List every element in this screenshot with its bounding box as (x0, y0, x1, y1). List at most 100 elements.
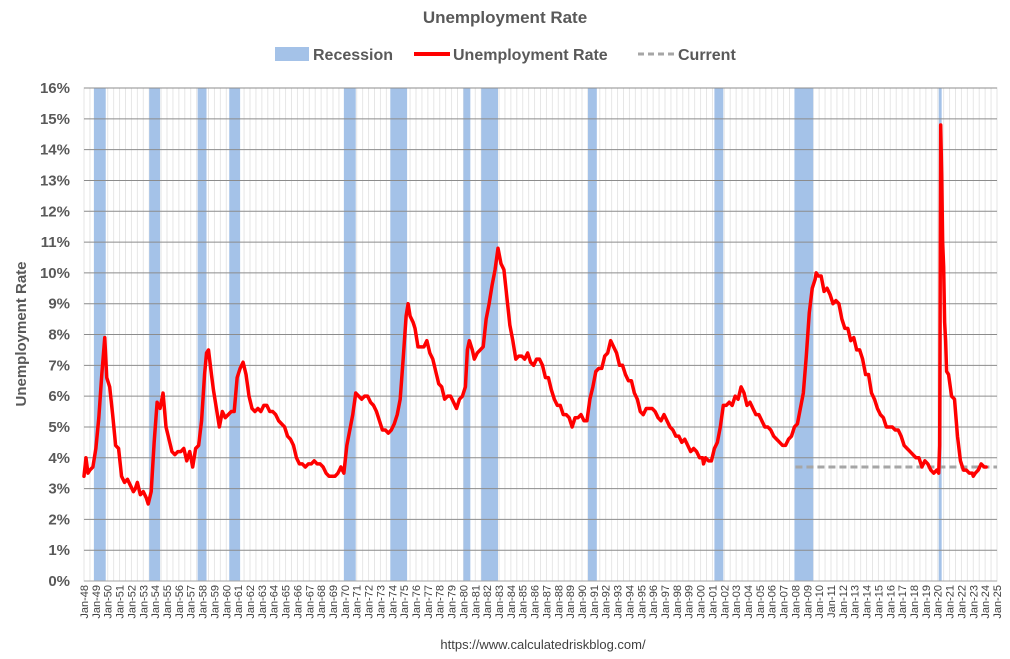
x-tick-label: Jan-65 (281, 585, 293, 619)
x-tick-label: Jan-95 (636, 585, 648, 619)
x-tick-label: Jan-56 (174, 585, 186, 619)
x-tick-label: Jan-84 (506, 585, 518, 619)
x-tick-label: Jan-72 (364, 585, 376, 619)
x-tick-label: Jan-71 (352, 585, 364, 619)
x-tick-label: Jan-69 (328, 585, 340, 619)
x-tick-label: Jan-66 (292, 585, 304, 619)
x-tick-label: Jan-60 (221, 585, 233, 619)
x-tick-label: Jan-90 (577, 585, 589, 619)
x-tick-label: Jan-76 (411, 585, 423, 619)
legend-current-label: Current (678, 47, 736, 64)
x-tick-label: Jan-62 (245, 585, 257, 619)
x-tick-label: Jan-24 (980, 585, 992, 619)
x-tick-label: Jan-11 (826, 585, 838, 618)
y-tick-label: 16% (40, 80, 70, 97)
x-tick-label: Jan-53 (138, 585, 150, 619)
x-tick-label: Jan-19 (921, 585, 933, 619)
x-tick-label: Jan-18 (909, 585, 921, 619)
x-tick-label: Jan-57 (186, 585, 198, 619)
x-tick-label: Jan-91 (589, 585, 601, 619)
x-tick-label: Jan-73 (375, 585, 387, 619)
y-tick-label: 3% (48, 481, 70, 498)
x-tick-label: Jan-12 (838, 585, 850, 619)
x-tick-label: Jan-20 (933, 585, 945, 619)
x-tick-label: Jan-14 (862, 585, 874, 619)
x-tick-label: Jan-48 (79, 585, 91, 619)
y-tick-label: 0% (48, 573, 70, 590)
y-tick-label: 10% (40, 265, 70, 282)
x-tick-label: Jan-10 (814, 585, 826, 619)
y-tick-label: 12% (40, 203, 70, 220)
x-tick-label: Jan-03 (731, 585, 743, 619)
x-tick-label: Jan-08 (790, 585, 802, 619)
x-tick-label: Jan-81 (470, 585, 482, 619)
x-tick-label: Jan-59 (209, 585, 221, 619)
x-tick-label: Jan-23 (968, 585, 980, 619)
y-tick-label: 13% (40, 172, 70, 189)
x-tick-label: Jan-78 (435, 585, 447, 619)
x-tick-label: Jan-86 (530, 585, 542, 619)
x-tick-label: Jan-80 (458, 585, 470, 619)
x-tick-label: Jan-99 (684, 585, 696, 619)
x-tick-label: Jan-85 (518, 585, 530, 619)
y-tick-label: 1% (48, 542, 70, 559)
x-tick-label: Jan-16 (885, 585, 897, 619)
x-tick-label: Jan-04 (743, 585, 755, 619)
x-tick-label: Jan-02 (719, 585, 731, 619)
y-tick-label: 9% (48, 296, 70, 313)
x-tick-label: Jan-52 (126, 585, 138, 619)
x-tick-label: Jan-88 (553, 585, 565, 619)
y-tick-label: 11% (41, 234, 70, 251)
x-tick-label: Jan-98 (672, 585, 684, 619)
x-tick-label: Jan-07 (779, 585, 791, 619)
source-url: https://www.calculatedriskblog.com/ (440, 637, 646, 652)
x-tick-label: Jan-96 (648, 585, 660, 619)
x-tick-label: Jan-54 (150, 585, 162, 619)
x-tick-label: Jan-01 (707, 585, 719, 619)
y-tick-label: 6% (48, 388, 70, 405)
y-tick-label: 5% (48, 419, 70, 436)
x-tick-label: Jan-55 (162, 585, 174, 619)
x-tick-label: Jan-49 (91, 585, 103, 619)
legend-recession-swatch (275, 47, 309, 61)
x-tick-label: Jan-22 (956, 585, 968, 619)
x-tick-label: Jan-93 (613, 585, 625, 619)
x-tick-label: Jan-87 (541, 585, 553, 619)
y-axis-label: Unemployment Rate (13, 261, 30, 406)
y-tick-label: 4% (48, 450, 70, 467)
chart-title: Unemployment Rate (423, 8, 587, 27)
x-tick-label: Jan-82 (482, 585, 494, 619)
x-tick-label: Jan-09 (802, 585, 814, 619)
x-tick-label: Jan-61 (233, 585, 245, 619)
legend-recession-label: Recession (313, 47, 393, 64)
x-tick-label: Jan-06 (767, 585, 779, 619)
x-tick-label: Jan-68 (316, 585, 328, 619)
x-tick-label: Jan-64 (269, 585, 281, 619)
x-axis-ticks: Jan-48 Jan-49 Jan-50 Jan-51 Jan-52 Jan-53 Jan-… (79, 585, 1004, 619)
x-tick-label: Jan-51 (115, 585, 127, 619)
x-tick-label: Jan-94 (624, 585, 636, 619)
y-tick-label: 2% (48, 511, 70, 528)
x-tick-label: Jan-67 (304, 585, 316, 619)
x-tick-label: Jan-58 (198, 585, 210, 619)
major-grid (84, 87, 997, 582)
x-tick-label: Jan-89 (565, 585, 577, 619)
x-tick-label: Jan-13 (850, 585, 862, 619)
x-tick-label: Jan-25 (992, 585, 1004, 619)
x-tick-label: Jan-75 (399, 585, 411, 619)
x-tick-label: Jan-05 (755, 585, 767, 619)
x-tick-label: Jan-15 (873, 585, 885, 619)
x-tick-label: Jan-63 (257, 585, 269, 619)
x-tick-label: Jan-97 (660, 585, 672, 619)
unemployment-rate-line (82, 123, 988, 506)
x-tick-label: Jan-92 (601, 585, 613, 619)
y-tick-label: 8% (48, 327, 70, 344)
x-tick-label: Jan-83 (494, 585, 506, 619)
x-tick-label: Jan-17 (897, 585, 909, 619)
x-tick-label: Jan-50 (103, 585, 115, 619)
y-axis-ticks: 0% 1% 2% 3% 4% 5% 6% 7% 8% 9% 10% 11% 12% 13% 14% 15% 16… (40, 80, 70, 590)
x-tick-label: Jan-00 (696, 585, 708, 619)
x-tick-label: Jan-70 (340, 585, 352, 619)
y-tick-label: 15% (40, 111, 70, 128)
